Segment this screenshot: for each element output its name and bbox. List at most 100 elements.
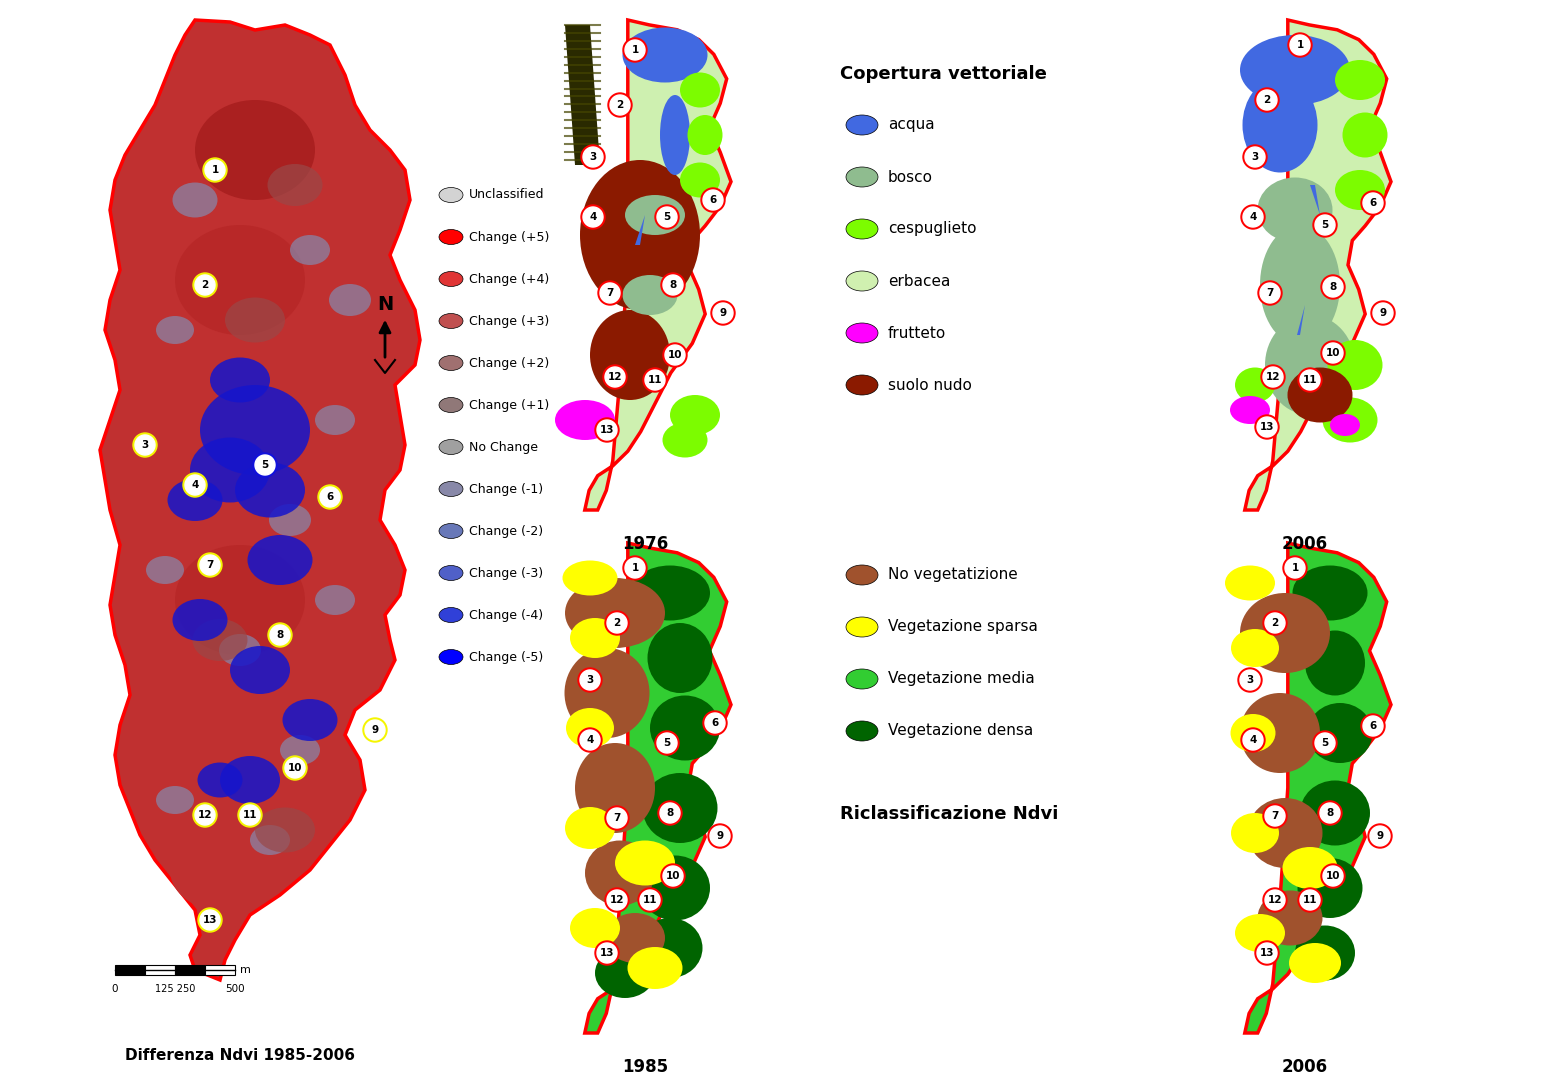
- Circle shape: [610, 95, 630, 115]
- Circle shape: [1290, 35, 1310, 56]
- Circle shape: [657, 733, 677, 752]
- Polygon shape: [100, 20, 420, 980]
- Text: 500: 500: [226, 984, 244, 994]
- Ellipse shape: [1247, 798, 1323, 868]
- Circle shape: [1323, 277, 1343, 297]
- Circle shape: [623, 556, 647, 580]
- Text: 1: 1: [1296, 40, 1304, 50]
- Text: 4: 4: [1250, 735, 1256, 745]
- Ellipse shape: [1230, 396, 1270, 424]
- Ellipse shape: [1287, 367, 1352, 423]
- Circle shape: [703, 711, 728, 735]
- Ellipse shape: [439, 481, 464, 497]
- Text: 7: 7: [207, 560, 213, 570]
- Circle shape: [607, 808, 627, 828]
- Text: 5: 5: [663, 738, 671, 748]
- Ellipse shape: [1258, 891, 1323, 945]
- Ellipse shape: [555, 400, 615, 440]
- Text: 2: 2: [613, 617, 621, 628]
- Circle shape: [655, 205, 678, 229]
- Circle shape: [1262, 804, 1287, 828]
- Ellipse shape: [1293, 565, 1367, 621]
- Text: 7: 7: [613, 813, 621, 823]
- Ellipse shape: [847, 565, 878, 585]
- Circle shape: [239, 805, 260, 825]
- Circle shape: [644, 370, 664, 390]
- Ellipse shape: [329, 284, 371, 316]
- Circle shape: [185, 475, 205, 495]
- Text: 1: 1: [212, 166, 219, 175]
- Circle shape: [664, 345, 684, 365]
- Ellipse shape: [280, 735, 320, 764]
- Text: 7: 7: [606, 287, 613, 298]
- Ellipse shape: [195, 100, 315, 200]
- Circle shape: [1261, 283, 1279, 303]
- Text: m: m: [239, 965, 250, 975]
- Circle shape: [1299, 370, 1319, 390]
- Circle shape: [703, 189, 723, 210]
- Circle shape: [193, 803, 216, 827]
- Circle shape: [581, 205, 606, 229]
- Text: 9: 9: [371, 725, 379, 735]
- Circle shape: [1363, 193, 1383, 213]
- Ellipse shape: [1298, 858, 1363, 918]
- Circle shape: [134, 435, 154, 455]
- Ellipse shape: [219, 756, 280, 804]
- Circle shape: [1321, 276, 1346, 299]
- Circle shape: [1319, 803, 1340, 823]
- Text: 3: 3: [142, 440, 148, 450]
- Text: 10: 10: [1326, 348, 1340, 358]
- Circle shape: [133, 433, 158, 457]
- Text: 2: 2: [1272, 617, 1279, 628]
- Circle shape: [596, 943, 616, 963]
- Ellipse shape: [1258, 178, 1332, 243]
- Circle shape: [253, 453, 277, 477]
- Text: 12: 12: [607, 372, 623, 382]
- Circle shape: [663, 276, 683, 295]
- Circle shape: [182, 473, 207, 497]
- Polygon shape: [1245, 543, 1390, 1033]
- Ellipse shape: [680, 162, 720, 197]
- Circle shape: [582, 207, 603, 227]
- Ellipse shape: [564, 648, 649, 738]
- Text: 1: 1: [1292, 563, 1299, 573]
- Text: 13: 13: [599, 949, 615, 958]
- Circle shape: [363, 718, 386, 742]
- Circle shape: [365, 720, 385, 741]
- Ellipse shape: [145, 556, 184, 584]
- Text: 3: 3: [587, 675, 593, 685]
- Ellipse shape: [570, 908, 620, 949]
- Text: 13: 13: [1259, 423, 1275, 432]
- Circle shape: [1361, 191, 1384, 215]
- Circle shape: [1361, 714, 1384, 738]
- Ellipse shape: [647, 623, 712, 693]
- Text: 2: 2: [616, 100, 624, 110]
- Circle shape: [198, 553, 222, 577]
- Ellipse shape: [267, 164, 323, 206]
- Ellipse shape: [315, 405, 355, 435]
- Circle shape: [626, 40, 644, 60]
- Ellipse shape: [615, 841, 675, 885]
- Text: 12: 12: [610, 895, 624, 905]
- Ellipse shape: [1330, 414, 1360, 436]
- Text: 12: 12: [1268, 895, 1282, 905]
- Polygon shape: [114, 965, 145, 975]
- Ellipse shape: [283, 699, 337, 741]
- Ellipse shape: [193, 619, 247, 661]
- Ellipse shape: [439, 314, 464, 329]
- Circle shape: [606, 806, 629, 830]
- Circle shape: [658, 802, 681, 825]
- Ellipse shape: [439, 187, 464, 203]
- Text: Change (+1): Change (+1): [470, 399, 550, 412]
- Ellipse shape: [847, 167, 878, 187]
- Text: 11: 11: [643, 895, 657, 905]
- Circle shape: [1265, 890, 1285, 910]
- Circle shape: [705, 713, 725, 733]
- Ellipse shape: [595, 949, 655, 998]
- Text: 5: 5: [261, 460, 269, 470]
- Ellipse shape: [1265, 315, 1355, 415]
- Circle shape: [1298, 888, 1323, 911]
- Circle shape: [1261, 365, 1285, 389]
- Text: 12: 12: [1265, 372, 1281, 382]
- Ellipse shape: [181, 390, 320, 510]
